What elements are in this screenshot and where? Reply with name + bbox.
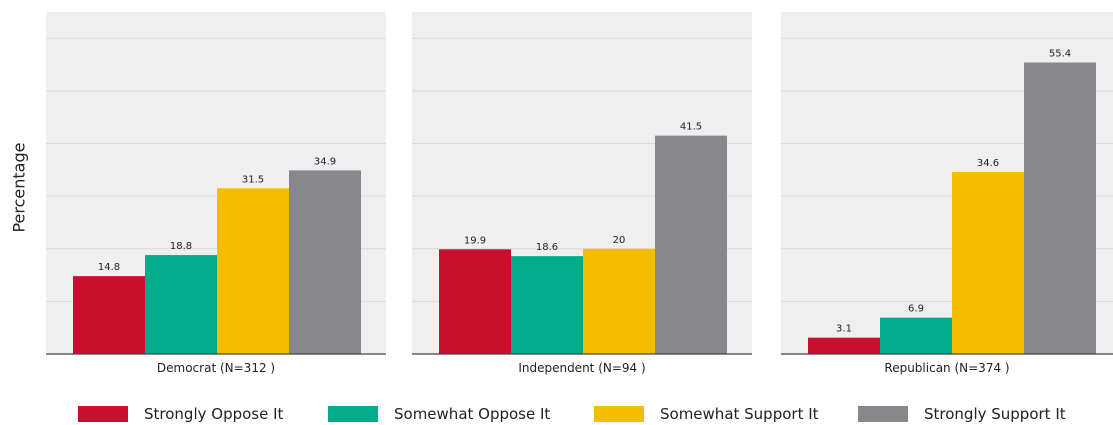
bar-strongly-support	[655, 135, 727, 354]
data-label-somewhat-support: 31.5	[242, 174, 264, 185]
bar-somewhat-support	[217, 188, 289, 354]
legend-item-somewhat-oppose: Somewhat Oppose It	[328, 404, 550, 424]
data-label-somewhat-oppose: 18.6	[536, 242, 558, 253]
data-label-somewhat-oppose: 6.9	[908, 304, 924, 315]
panel-label: Democrat (N=312 )	[157, 361, 275, 375]
bar-somewhat-oppose	[880, 317, 952, 354]
data-label-somewhat-support: 20	[613, 235, 626, 246]
bar-strongly-support	[289, 170, 361, 354]
bar-somewhat-oppose	[145, 255, 217, 354]
panel-label: Independent (N=94 )	[518, 361, 645, 375]
panel-2: 3.1 6.9 34.6 55.4 Republican (N=374 )	[781, 12, 1113, 375]
legend-swatch-somewhat-oppose	[328, 406, 378, 422]
legend-label-strongly-oppose: Strongly Oppose It	[144, 405, 284, 423]
legend-swatch-somewhat-support	[594, 406, 644, 422]
legend-item-somewhat-support: Somewhat Support It	[594, 404, 819, 424]
legend-label-somewhat-support: Somewhat Support It	[660, 405, 819, 423]
bar-strongly-oppose	[73, 276, 145, 354]
bar-somewhat-support	[952, 171, 1024, 354]
data-label-strongly-support: 55.4	[1049, 49, 1071, 60]
data-label-somewhat-support: 34.6	[977, 158, 999, 169]
legend-item-strongly-support: Strongly Support It	[858, 404, 1066, 424]
data-label-somewhat-oppose: 18.8	[170, 241, 192, 252]
data-label-strongly-support: 34.9	[314, 156, 336, 167]
legend-item-strongly-oppose: Strongly Oppose It	[78, 404, 283, 424]
legend-label-somewhat-oppose: Somewhat Oppose It	[394, 405, 551, 423]
panel-0: 14.8 18.8 31.5 34.9 Democrat (N=312 )	[46, 12, 386, 375]
bar-somewhat-support	[583, 248, 655, 354]
legend-label-strongly-support: Strongly Support It	[924, 405, 1066, 423]
bar-chart: 14.8 18.8 31.5 34.9 Democrat (N=312 ) 19.9 18.…	[46, 12, 1113, 375]
data-label-strongly-support: 41.5	[680, 122, 702, 133]
panel-1: 19.9 18.6 20 41.5 Independent (N=94 )	[412, 12, 752, 375]
bar-somewhat-oppose	[511, 256, 583, 354]
data-label-strongly-oppose: 19.9	[464, 235, 486, 246]
bar-strongly-oppose	[808, 337, 880, 354]
bar-strongly-oppose	[439, 249, 511, 354]
data-label-strongly-oppose: 3.1	[836, 324, 852, 335]
data-label-strongly-oppose: 14.8	[98, 262, 120, 273]
legend-swatch-strongly-support	[858, 406, 908, 422]
panel-label: Republican (N=374 )	[884, 361, 1009, 375]
legend-swatch-strongly-oppose	[78, 406, 128, 422]
bar-strongly-support	[1024, 62, 1096, 354]
